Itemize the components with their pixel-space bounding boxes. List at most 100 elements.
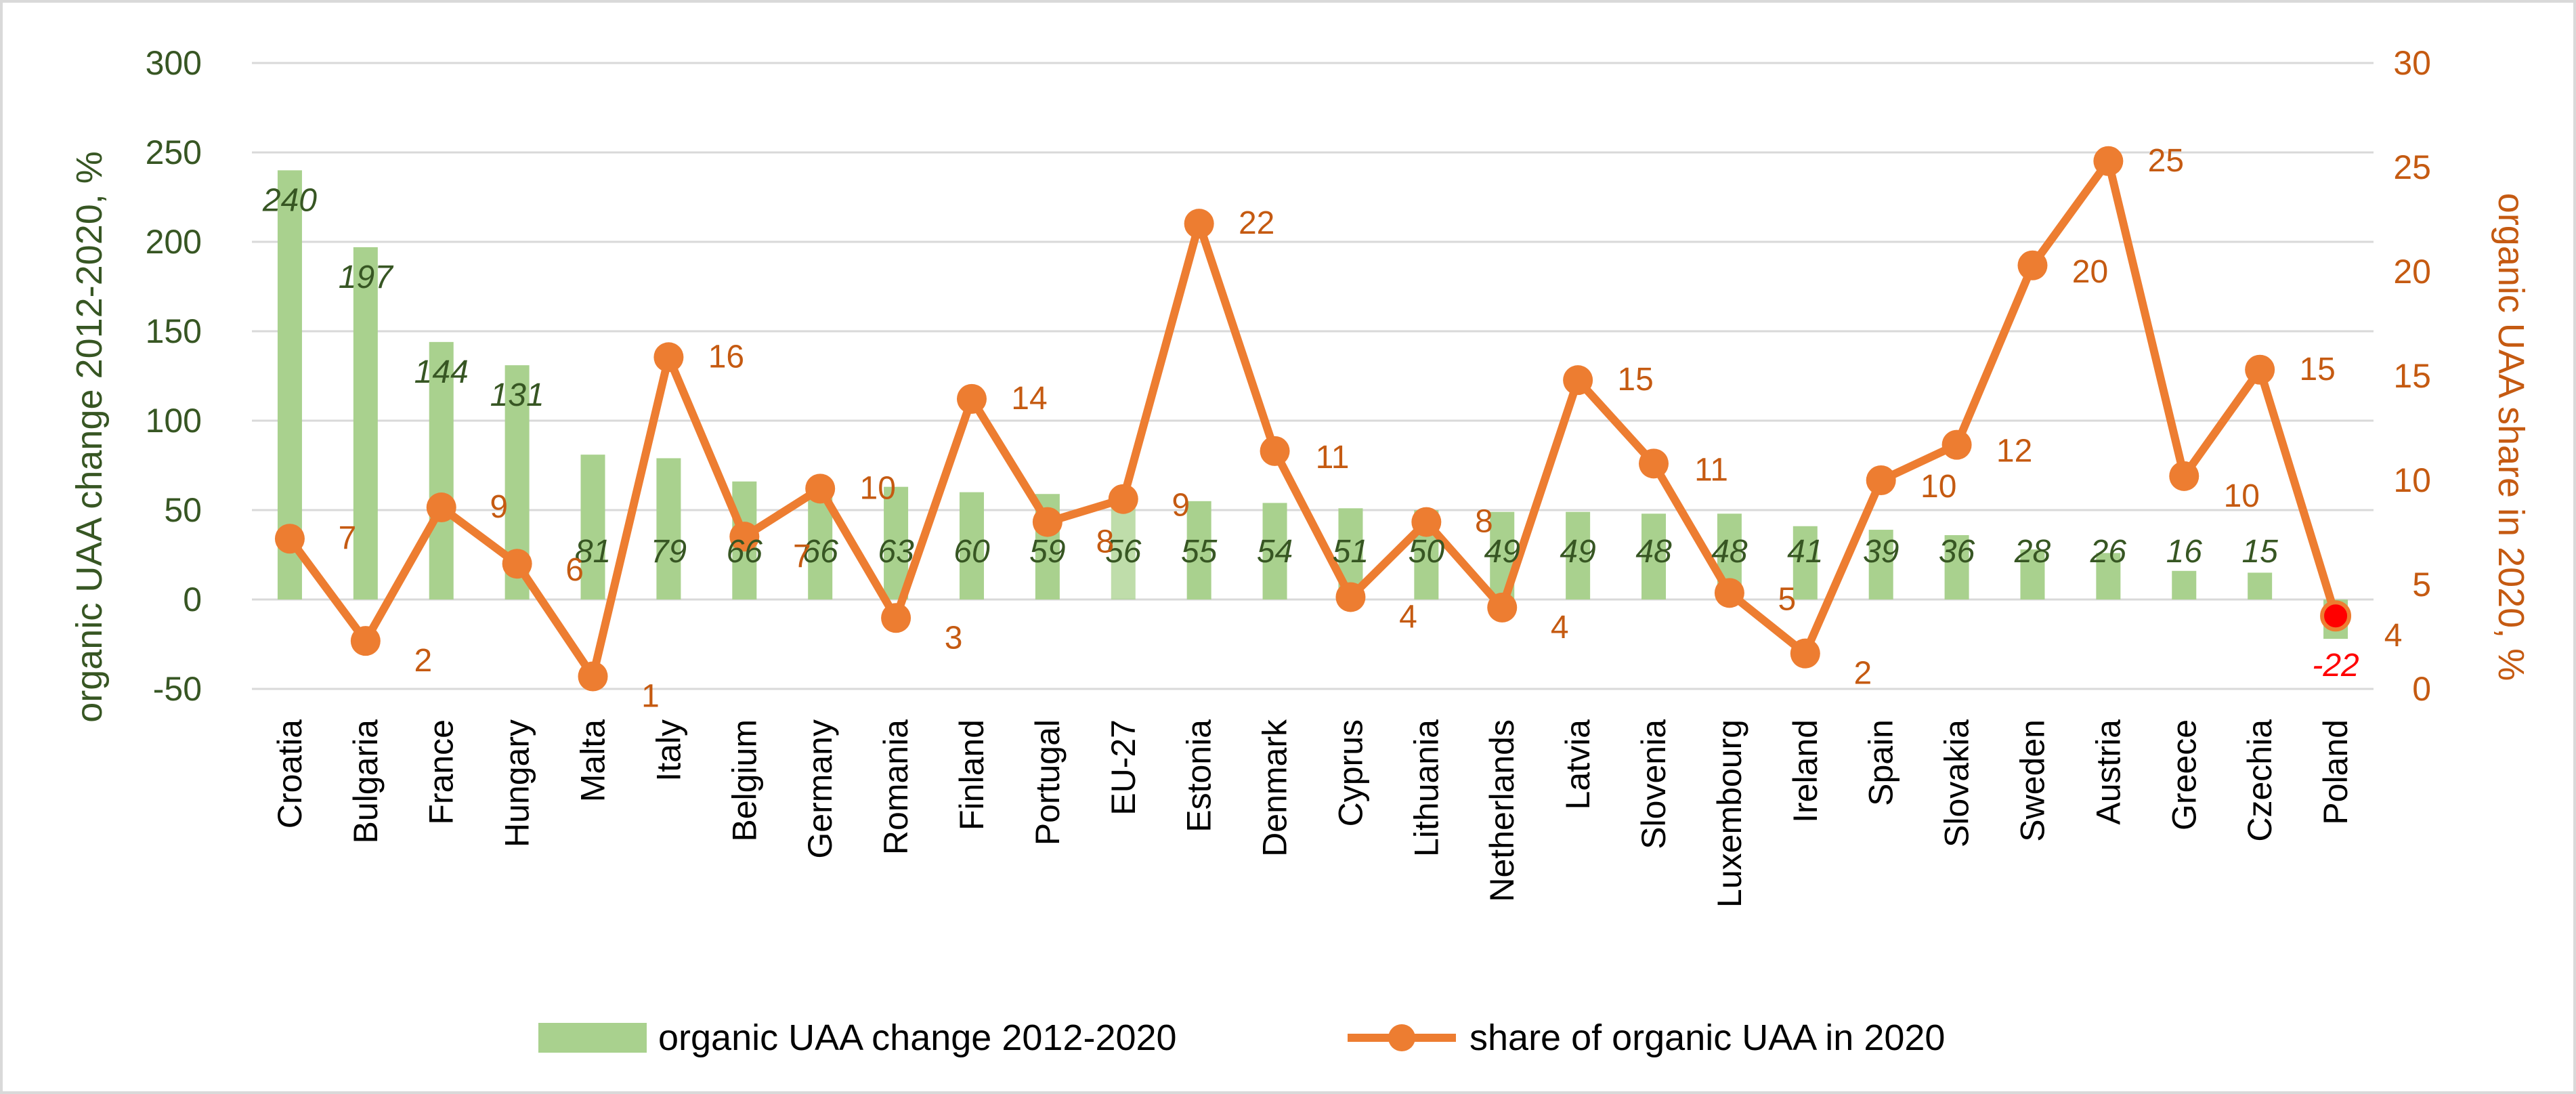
- bar: [2172, 570, 2197, 599]
- legend-line-label: share of organic UAA in 2020: [1469, 1017, 1945, 1058]
- line-data-label: 12: [1996, 434, 2032, 469]
- legend-bar-label: organic UAA change 2012-2020: [658, 1017, 1177, 1058]
- right-tick-label: 0: [2412, 670, 2431, 708]
- line-point: [578, 661, 608, 692]
- line-data-label: 2: [414, 643, 432, 679]
- line-data-labels: 7296116710314892211484151152101220251015…: [339, 143, 2403, 715]
- right-tick-label: 30: [2393, 44, 2431, 82]
- category-label: Latvia: [1559, 719, 1597, 810]
- line-point: [274, 524, 305, 554]
- bar-data-label: 131: [490, 377, 544, 413]
- right-axis-title: organic UAA share in 2020, %: [2491, 193, 2531, 681]
- category-labels: Croatia Bulgaria France Hungary Malta Italy Be…: [271, 719, 2355, 908]
- bar-data-label: 54: [1257, 534, 1293, 570]
- line-data-label: 6: [565, 552, 584, 588]
- line-data-label: 3: [945, 620, 963, 656]
- line-point: [1563, 365, 1593, 396]
- category-label: Hungary: [498, 719, 536, 847]
- category-label: Finland: [953, 719, 991, 830]
- category-label: Lithuania: [1407, 719, 1445, 857]
- bar-data-label: 48: [1711, 534, 1748, 570]
- legend-bar-swatch: [538, 1023, 647, 1053]
- bar-data-label: 50: [1409, 534, 1445, 570]
- category-label: EU-27: [1104, 719, 1142, 816]
- line-point: [1108, 484, 1138, 514]
- bar-data-label: 28: [2014, 534, 2051, 570]
- bar-data-label: 59: [1029, 534, 1065, 570]
- line-point: [502, 549, 532, 579]
- line-point: [1260, 436, 1290, 466]
- line-point: [1941, 429, 1972, 460]
- bar-data-label: 66: [802, 534, 839, 570]
- bar: [580, 455, 605, 599]
- category-label: Croatia: [271, 719, 309, 828]
- category-label: Ireland: [1786, 719, 1824, 823]
- line-data-label: 7: [793, 539, 811, 574]
- bar: [2096, 553, 2121, 599]
- line-data-label: 4: [1551, 610, 1569, 646]
- line-point: [426, 492, 456, 523]
- line-data-label: 14: [1011, 381, 1047, 417]
- line-data-label: 7: [339, 520, 357, 556]
- bar-data-label: 15: [2241, 534, 2278, 570]
- right-tick-label: 5: [2412, 566, 2431, 604]
- line-point: [1335, 582, 1366, 612]
- bar-data-label: 51: [1333, 534, 1369, 570]
- left-axis-title: organic UAA change 2012-2020, %: [69, 151, 110, 723]
- category-label: Netherlands: [1483, 719, 1521, 902]
- category-label: Portugal: [1029, 719, 1067, 845]
- bar-data-label: 49: [1484, 534, 1520, 570]
- bar-data-label: 48: [1635, 534, 1672, 570]
- bar-data-label: 144: [414, 354, 469, 390]
- bar: [1262, 503, 1287, 599]
- category-label: Greece: [2165, 719, 2203, 830]
- bar: [884, 486, 909, 599]
- line-point: [350, 626, 381, 656]
- bar: [1868, 530, 1893, 599]
- bar: [2248, 572, 2273, 599]
- line-data-label: 22: [1239, 205, 1274, 241]
- category-label: Germany: [801, 719, 839, 859]
- line-point: [1411, 507, 1442, 537]
- bar-data-label: 63: [878, 534, 914, 570]
- line-point: [2093, 146, 2124, 176]
- category-label: France: [423, 719, 460, 825]
- line-point: [2320, 600, 2352, 632]
- line-data-label: 20: [2072, 254, 2108, 290]
- line-point: [653, 342, 684, 373]
- legend-line-marker: [1388, 1024, 1415, 1051]
- bar-data-label: 79: [651, 534, 687, 570]
- bar-data-label: 55: [1181, 534, 1218, 570]
- category-label: Italy: [649, 719, 687, 782]
- bar-data-label: 66: [727, 534, 763, 570]
- category-label: Romania: [877, 719, 915, 855]
- category-label: Poland: [2317, 719, 2355, 825]
- left-tick-label: 100: [146, 402, 202, 440]
- line-data-label: 9: [1172, 488, 1190, 524]
- line-data-label: 25: [2148, 143, 2184, 179]
- line-point: [1487, 592, 1518, 623]
- category-label: Estonia: [1180, 719, 1218, 833]
- line-data-label: 1: [641, 679, 660, 715]
- category-label: Cyprus: [1331, 719, 1369, 826]
- line-point: [1639, 448, 1669, 479]
- line-data-label: 16: [708, 339, 744, 375]
- left-tick-label: 150: [146, 312, 202, 350]
- bar-data-label: 56: [1105, 534, 1142, 570]
- category-label: Luxembourg: [1711, 719, 1748, 908]
- line-data-label: 8: [1096, 524, 1115, 560]
- category-label: Slovakia: [1938, 719, 1976, 847]
- category-label: Malta: [574, 719, 612, 802]
- bar: [1641, 513, 1667, 599]
- line-point: [1184, 209, 1214, 239]
- line-point: [2017, 250, 2048, 280]
- line-series: [274, 146, 2352, 692]
- line-point: [1866, 465, 1896, 495]
- legend: organic UAA change 2012-2020 share of or…: [538, 1017, 1945, 1058]
- category-label: Czechia: [2241, 719, 2279, 842]
- left-tick-label: 250: [146, 133, 202, 171]
- left-tick-label: 0: [183, 581, 202, 618]
- line-data-label: 10: [860, 470, 896, 506]
